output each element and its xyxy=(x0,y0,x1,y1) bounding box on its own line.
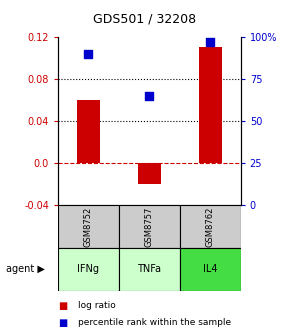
Bar xyxy=(138,163,161,184)
Bar xyxy=(180,205,241,248)
Text: GSM8757: GSM8757 xyxy=(145,206,154,247)
Bar xyxy=(180,248,241,291)
Text: TNFa: TNFa xyxy=(137,264,161,274)
Text: GDS501 / 32208: GDS501 / 32208 xyxy=(93,12,197,25)
Bar xyxy=(58,248,119,291)
Text: percentile rank within the sample: percentile rank within the sample xyxy=(78,318,231,327)
Bar xyxy=(199,47,222,163)
Text: log ratio: log ratio xyxy=(78,301,116,310)
Text: ■: ■ xyxy=(58,318,67,328)
Text: agent ▶: agent ▶ xyxy=(6,264,45,274)
Point xyxy=(208,39,213,45)
Text: ■: ■ xyxy=(58,301,67,311)
Bar xyxy=(119,248,180,291)
Bar xyxy=(77,100,100,163)
Point xyxy=(147,93,152,98)
Text: IFNg: IFNg xyxy=(77,264,99,274)
Text: GSM8762: GSM8762 xyxy=(206,206,215,247)
Bar xyxy=(58,205,119,248)
Bar xyxy=(119,205,180,248)
Text: GSM8752: GSM8752 xyxy=(84,206,93,247)
Point xyxy=(86,51,91,56)
Text: IL4: IL4 xyxy=(203,264,218,274)
